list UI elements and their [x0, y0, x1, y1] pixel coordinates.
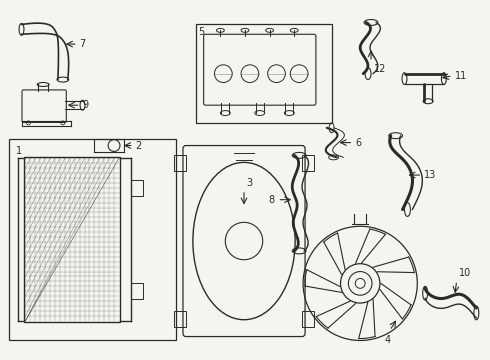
- Bar: [131, 283, 143, 299]
- Text: 1: 1: [16, 145, 22, 156]
- Text: 7: 7: [79, 39, 86, 49]
- Text: 4: 4: [385, 334, 391, 345]
- Bar: [196, 24, 332, 123]
- Text: 12: 12: [374, 64, 386, 74]
- Text: 5: 5: [198, 27, 204, 37]
- Bar: [131, 180, 143, 196]
- Text: 2: 2: [136, 140, 142, 150]
- Text: 11: 11: [455, 71, 467, 81]
- Bar: [24, 157, 120, 322]
- Bar: [174, 311, 186, 327]
- Text: 3: 3: [246, 178, 252, 188]
- Bar: [302, 311, 314, 327]
- Bar: [174, 156, 186, 171]
- Text: 9: 9: [82, 100, 89, 110]
- Text: 13: 13: [424, 170, 437, 180]
- Text: 6: 6: [355, 138, 362, 148]
- Bar: [9, 139, 176, 341]
- Text: 10: 10: [459, 269, 471, 278]
- Text: 8: 8: [269, 195, 274, 205]
- Bar: [302, 156, 314, 171]
